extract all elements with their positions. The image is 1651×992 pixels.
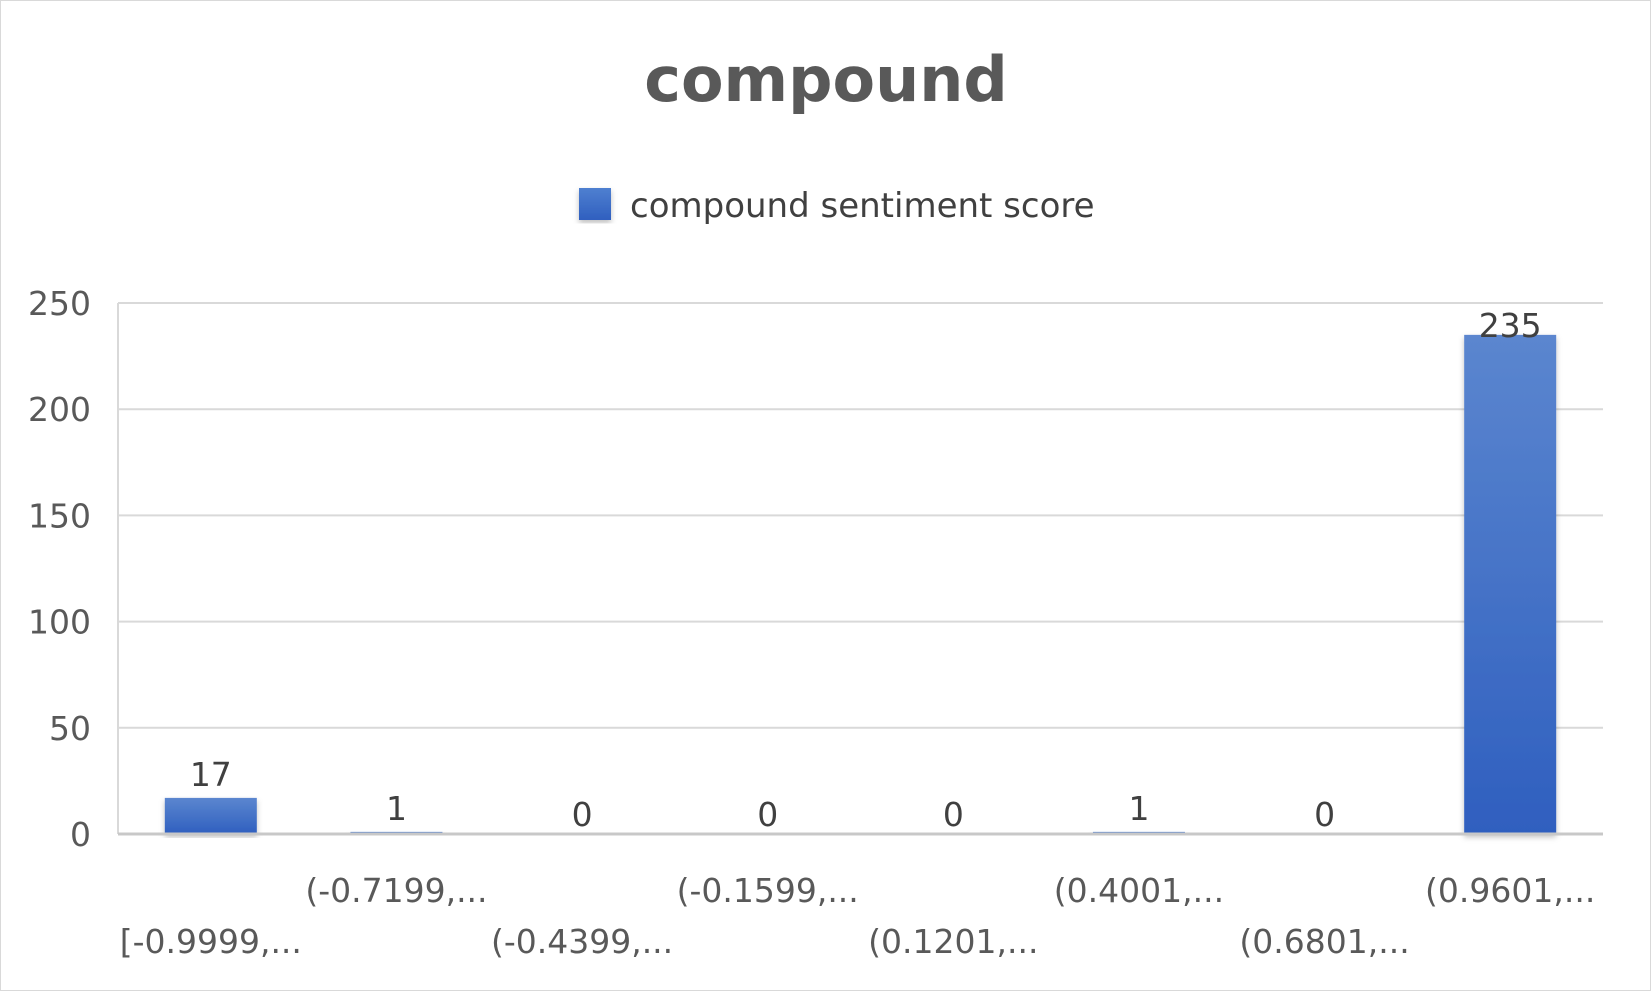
y-tick-label: 250 — [28, 284, 91, 323]
data-label: 1 — [386, 789, 407, 828]
bars — [164, 334, 1557, 835]
x-tick-label: (0.6801,... — [1239, 922, 1409, 961]
x-tick-label: (-0.7199,... — [305, 871, 487, 910]
data-label: 235 — [1479, 306, 1542, 345]
legend-swatch — [579, 188, 611, 220]
data-label: 17 — [190, 755, 232, 794]
data-label: 0 — [1314, 795, 1335, 834]
x-axis: [-0.9999,...(-0.7199,...(-0.4399,...(-0.… — [118, 832, 1603, 961]
x-tick-label: [-0.9999,... — [120, 922, 302, 961]
gridlines — [117, 302, 1603, 834]
y-tick-label: 200 — [28, 390, 91, 429]
chart-title: compound — [644, 43, 1008, 116]
x-tick-label: (-0.4399,... — [491, 922, 673, 961]
x-tick-label: (-0.1599,... — [677, 871, 859, 910]
x-tick-label: (0.4001,... — [1054, 871, 1224, 910]
y-tick-label: 50 — [49, 709, 91, 748]
y-axis: 0 50 100 150 200 250 — [28, 284, 91, 854]
data-label: 0 — [572, 795, 593, 834]
y-tick-label: 150 — [28, 496, 91, 535]
y-tick-label: 0 — [70, 815, 91, 854]
data-labels: 17 1 0 0 0 1 0 235 — [190, 306, 1542, 834]
y-tick-label: 100 — [28, 603, 91, 642]
legend-label: compound sentiment score — [630, 186, 1095, 226]
data-label: 0 — [943, 795, 964, 834]
legend: compound sentiment score — [579, 186, 1095, 226]
bar — [1464, 334, 1557, 834]
data-label: 0 — [757, 795, 778, 834]
bar — [164, 797, 257, 834]
data-label: 1 — [1128, 789, 1149, 828]
x-tick-label: (0.1201,... — [868, 922, 1038, 961]
x-tick-label: (0.9601,... — [1425, 871, 1595, 910]
